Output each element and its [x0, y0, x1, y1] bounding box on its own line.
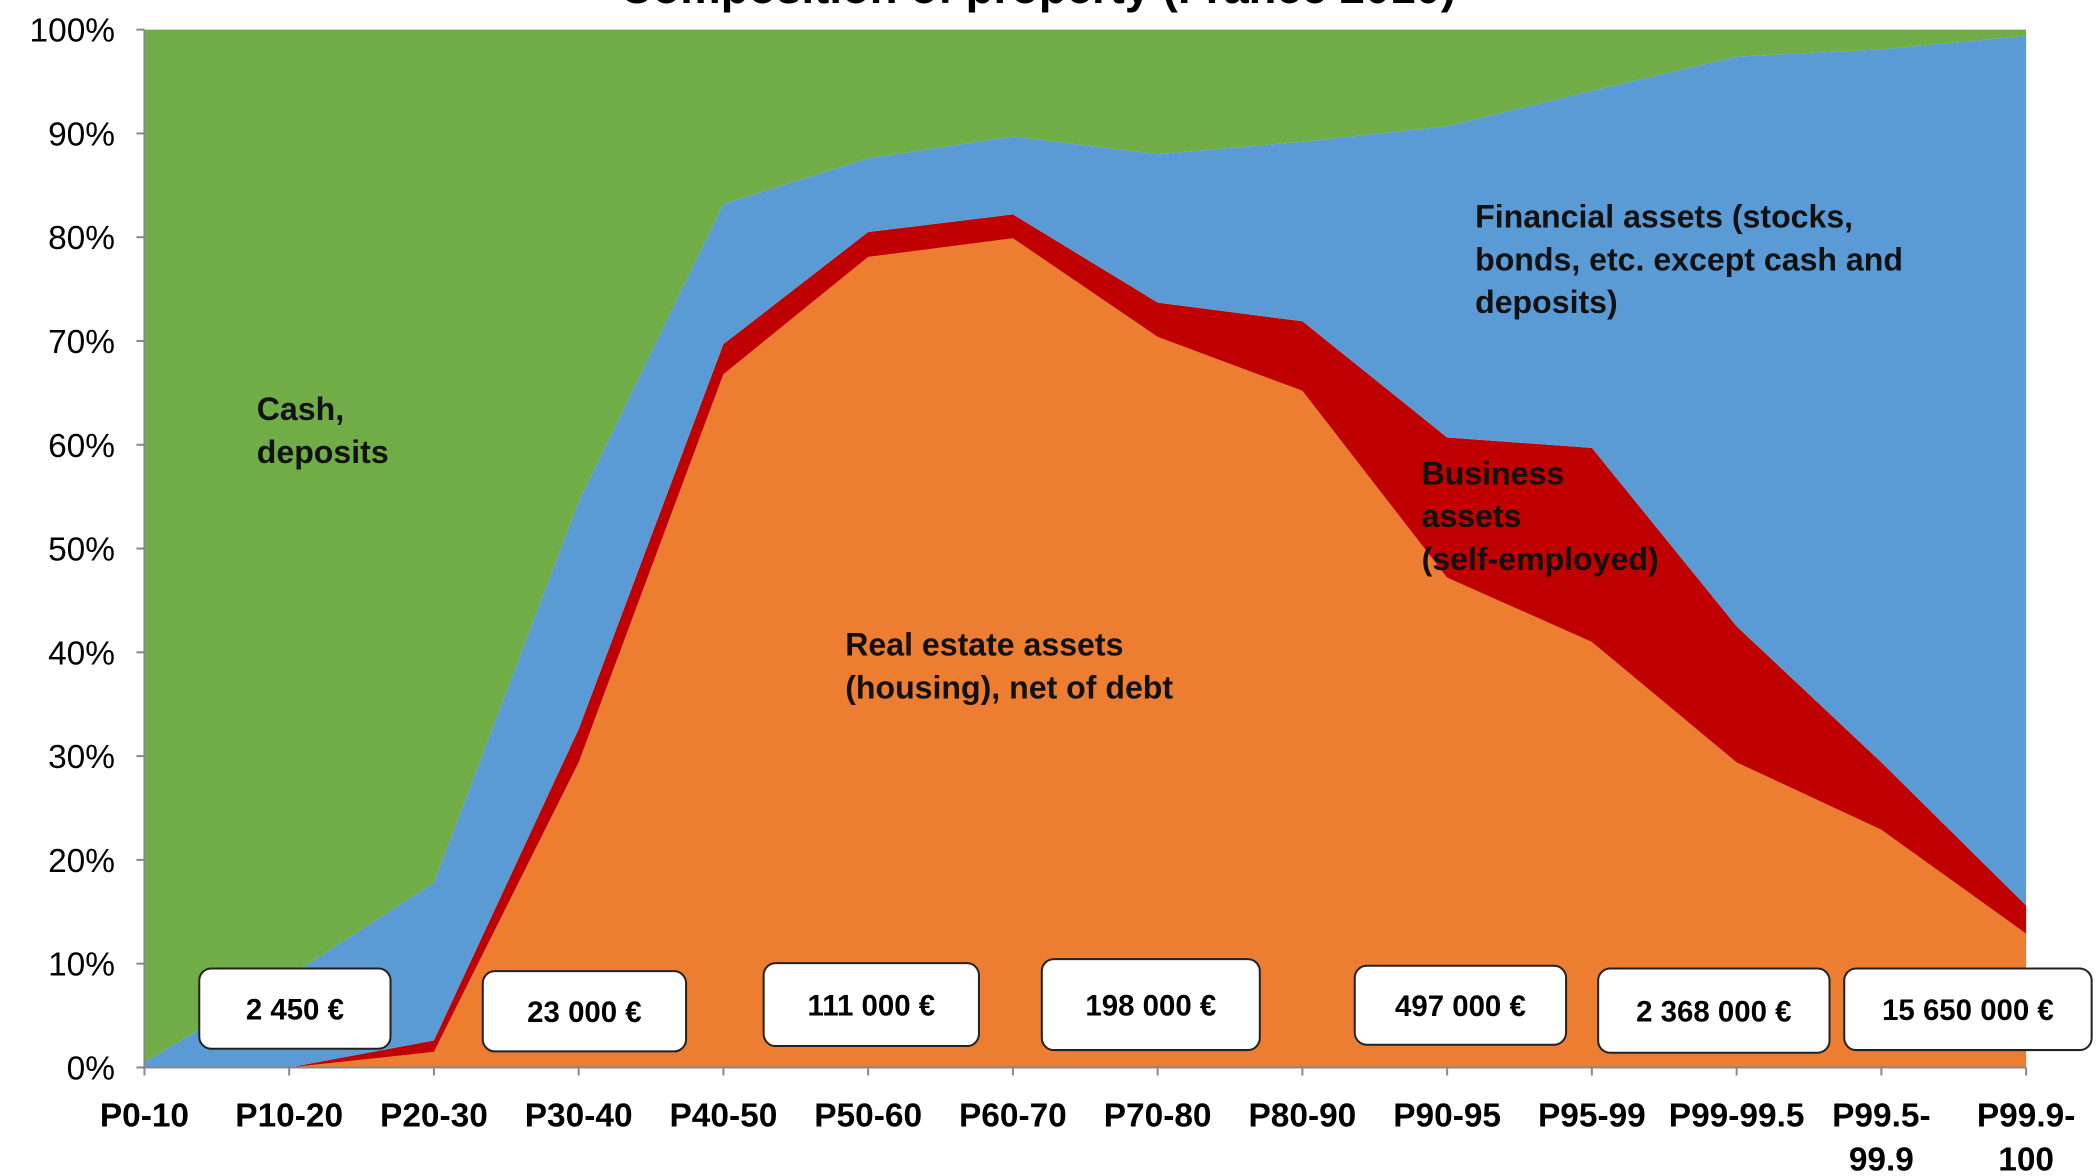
x-tick-label: P0-10: [100, 1097, 189, 1134]
value-box: [762, 962, 980, 1048]
area-label: (self-employed): [1422, 541, 1659, 577]
value-box: [481, 970, 688, 1053]
value-box: [1843, 967, 2093, 1052]
x-tick-label: P99-99.5: [1669, 1097, 1805, 1134]
x-tick-label: P99.9- 100: [1977, 1097, 2075, 1176]
y-tick-label: 0%: [67, 1050, 115, 1087]
x-tick-label: P80-90: [1249, 1097, 1357, 1134]
x-tick-label: P90-95: [1393, 1097, 1501, 1134]
x-tick-label: P95-99: [1538, 1097, 1646, 1134]
y-tick-label: 70%: [48, 324, 115, 361]
x-tick-label: P99.5- 99.9: [1832, 1097, 1930, 1176]
x-tick-label: P20-30: [380, 1097, 488, 1134]
x-tick-label-line: P99.9-: [1977, 1097, 2075, 1134]
area-label: Financial assets (stocks,: [1475, 199, 1853, 235]
area: [144, 35, 2027, 1068]
value-box-label: 15 650 000 €: [1882, 994, 2054, 1027]
x-tick-label-line: 100: [1998, 1141, 2054, 1176]
value-box: [198, 967, 392, 1050]
x-tick-label: P50-60: [814, 1097, 922, 1134]
value-box-label: 2 368 000 €: [1636, 995, 1791, 1028]
value-box: [1040, 958, 1261, 1052]
area: [144, 238, 2027, 1068]
area: [144, 29, 2027, 1063]
y-tick-label: 90%: [48, 116, 115, 153]
y-tick-label: 50%: [48, 532, 115, 569]
x-tick-label-line: 99.9: [1849, 1141, 1914, 1176]
area-label: (housing), net of debt: [845, 669, 1173, 705]
y-tick-label: 100%: [30, 13, 115, 50]
area-label: Business: [1422, 455, 1565, 491]
x-tick-label: P70-80: [1104, 1097, 1212, 1134]
x-tick-label-line: P99.5-: [1832, 1097, 1930, 1134]
area-label: deposits): [1475, 284, 1618, 320]
area-label: deposits: [257, 434, 389, 470]
value-box: [1597, 967, 1831, 1054]
value-box-label: 497 000 €: [1395, 990, 1526, 1023]
area-label: Cash,: [257, 391, 344, 427]
value-box-label: 23 000 €: [527, 996, 641, 1029]
y-tick-label: 10%: [48, 947, 115, 984]
x-tick-label: P40-50: [670, 1097, 778, 1134]
x-tick-label: P30-40: [525, 1097, 633, 1134]
y-tick-label: 60%: [48, 428, 115, 465]
area: [144, 214, 2027, 1068]
area-label: Real estate assets: [845, 627, 1123, 663]
area-label: assets: [1422, 498, 1522, 534]
y-tick-label: 30%: [48, 739, 115, 776]
y-tick-label: 20%: [48, 843, 115, 880]
value-box-label: 198 000 €: [1085, 989, 1216, 1022]
y-tick-label: 80%: [48, 220, 115, 257]
area-label: bonds, etc. except cash and: [1475, 241, 1903, 277]
y-tick-label: 40%: [48, 635, 115, 672]
value-box-label: 2 450 €: [246, 993, 344, 1026]
value-box-label: 111 000 €: [808, 989, 936, 1022]
chart-title: Composition of property (France 2010): [620, 0, 1456, 13]
value-box: [1353, 964, 1568, 1046]
x-tick-label: P60-70: [959, 1097, 1067, 1134]
x-tick-label: P10-20: [235, 1097, 343, 1134]
